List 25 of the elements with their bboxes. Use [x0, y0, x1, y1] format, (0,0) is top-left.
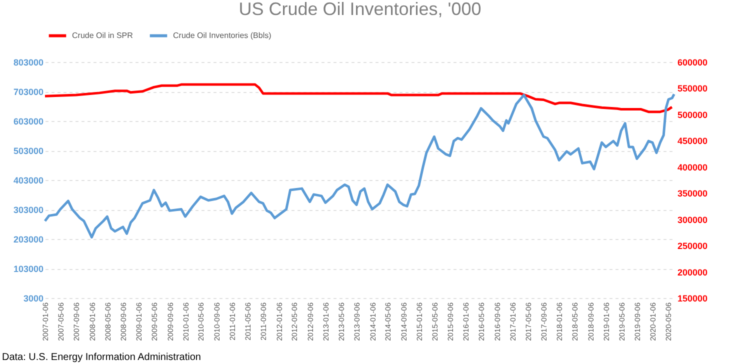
y-tick-label: 303000 [13, 205, 44, 215]
y-tick-label: 103000 [13, 264, 44, 274]
y-tick-label: 503000 [13, 146, 44, 156]
y2-tick-label: 200000 [678, 267, 708, 278]
y2-tick-label: 300000 [678, 214, 708, 225]
y2-tick-label: 450000 [678, 136, 708, 146]
y2-tick-label: 400000 [678, 162, 708, 172]
text: Data: U.S. Energy Information Administration [2, 352, 201, 363]
y2-tick-label: 600000 [678, 58, 708, 68]
y2-tick-label: 250000 [678, 241, 708, 252]
y-tick-label: 3000 [23, 294, 44, 304]
y-tick-label: 603000 [13, 116, 44, 126]
y-tick-label: 803000 [13, 58, 44, 68]
chart-title: US Crude Oil Inventories, '000 [238, 0, 482, 19]
line-series [44, 92, 676, 238]
y-tick-label: 703000 [13, 87, 44, 97]
y-tick-label: 403000 [13, 176, 44, 186]
legend-label: Crude Oil Inventories (Bbls) [173, 30, 272, 40]
y2-tick-label: 550000 [678, 84, 708, 94]
y2-tick-label: 150000 [678, 294, 708, 304]
legend-label: Crude Oil in SPR [72, 30, 134, 40]
line-series [44, 83, 674, 114]
y-tick-label: 203000 [13, 234, 44, 244]
y2-tick-label: 350000 [678, 188, 708, 199]
y2-tick-label: 500000 [678, 110, 708, 120]
